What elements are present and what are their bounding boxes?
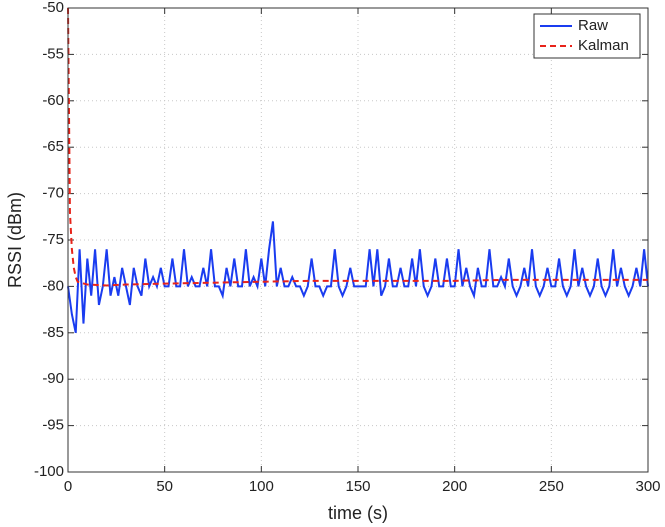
y-tick-label: -60	[42, 92, 64, 109]
y-tick-label: -65	[42, 138, 64, 155]
x-tick-label: 150	[345, 478, 370, 495]
data-line	[67, 221, 649, 334]
x-tick-label: 0	[64, 478, 72, 495]
x-tick-label: 200	[442, 478, 467, 495]
y-tick-label: -90	[42, 370, 64, 387]
x-axis-label: time (s)	[328, 503, 388, 523]
y-tick-label: -75	[42, 231, 64, 248]
x-tick-label: 100	[249, 478, 274, 495]
legend-label: Raw	[578, 17, 608, 34]
y-axis-label: RSSI (dBm)	[5, 192, 25, 288]
x-tick-label: 300	[635, 478, 660, 495]
legend-box	[533, 13, 641, 59]
y-tick-label: -70	[42, 185, 64, 202]
x-tick-label: 250	[539, 478, 564, 495]
plot-frame	[67, 7, 649, 473]
y-tick-label: -100	[34, 463, 64, 480]
y-tick-label: -80	[42, 277, 64, 294]
x-tick-label: 50	[156, 478, 173, 495]
y-tick-label: -55	[42, 45, 64, 62]
legend: Raw Kalman	[533, 13, 641, 59]
data-line	[67, 7, 648, 287]
legend-label: Kalman	[578, 37, 629, 54]
y-tick-label: -95	[42, 417, 64, 434]
y-tick-label: -85	[42, 324, 64, 341]
y-tick-label: -50	[42, 0, 64, 16]
